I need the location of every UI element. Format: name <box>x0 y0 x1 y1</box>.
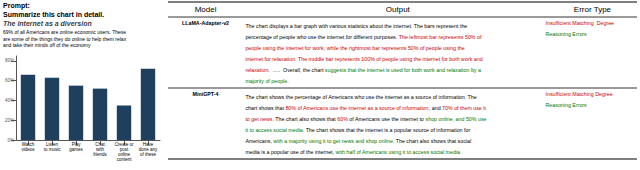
svg-text:Summarize this chart in detail: Summarize this chart in detail. <box>3 11 104 18</box>
svg-text:60%: 60% <box>337 116 348 122</box>
svg-text:The chart shows that the inter: The chart shows that the internet is a p… <box>304 127 470 133</box>
svg-text:of Americans use the internet: of Americans use the internet to <box>348 116 425 122</box>
svg-text:LLaMA-Adapter-v2: LLaMA-Adapter-v2 <box>182 20 229 26</box>
svg-text:Have: Have <box>142 142 154 147</box>
svg-text:The internet as a diversion: The internet as a diversion <box>3 20 92 27</box>
svg-text:with: with <box>96 147 104 152</box>
svg-text:The chart also shows that soci: The chart also shows that social <box>394 138 471 144</box>
svg-text:to get news.: to get news. <box>245 116 274 122</box>
svg-text:70% of them use it: 70% of them use it <box>442 105 486 111</box>
svg-text:and take their minds off of th: and take their minds off of the economy <box>3 42 91 48</box>
svg-text:Output: Output <box>386 5 411 14</box>
svg-text:to music: to music <box>44 147 62 152</box>
svg-text:shop online, and 50% use: shop online, and 50% use <box>426 116 487 122</box>
svg-text:are some of the things they do: are some of the things they do online to… <box>3 36 127 42</box>
svg-text:Create or: Create or <box>114 142 134 147</box>
svg-text:suggests that the internet is: suggests that the internet is used for b… <box>325 67 481 73</box>
svg-text:Watch: Watch <box>21 142 35 147</box>
svg-text:friends: friends <box>93 152 107 157</box>
svg-text:Reasoning Errors: Reasoning Errors <box>546 31 588 37</box>
svg-text:..... Overall, the chart: ..... Overall, the chart <box>270 67 325 73</box>
svg-text:done any: done any <box>138 147 158 152</box>
svg-text:it to access social media.: it to access social media. <box>245 127 304 133</box>
svg-text:majority of people.: majority of people. <box>245 78 288 84</box>
svg-text:people using the internet for: people using the internet for work, whil… <box>245 45 464 51</box>
svg-text:with half of Americans using i: with half of Americans using it to acces… <box>335 149 461 155</box>
svg-text:chart shows that: chart shows that <box>245 105 285 111</box>
svg-text:videos: videos <box>21 147 35 152</box>
svg-text:69% of all Americans are onlin: 69% of all Americans are online economic… <box>3 29 126 35</box>
svg-text:Prompt:: Prompt: <box>3 2 30 10</box>
svg-text:online: online <box>118 152 130 157</box>
svg-text:internet for relaxation. The m: internet for relaxation. The middle bar … <box>245 56 482 62</box>
svg-text:Listen: Listen <box>46 142 58 147</box>
svg-text:40%: 40% <box>5 98 14 103</box>
svg-text:0%: 0% <box>7 138 14 143</box>
svg-text:relaxation.: relaxation. <box>245 67 269 73</box>
svg-text:content: content <box>117 157 133 162</box>
svg-text:60%: 60% <box>5 78 14 83</box>
svg-text:percentage of people who use t: percentage of people who use the interne… <box>245 34 398 40</box>
svg-text:The leftmost bar represents 50: The leftmost bar represents 50% of <box>399 34 482 40</box>
svg-text:Chat: Chat <box>95 142 105 147</box>
svg-text:The chart shows the percentage: The chart shows the percentage of Americ… <box>245 94 476 100</box>
svg-text:with a majority using it to ge: with a majority using it to get news and… <box>273 138 394 144</box>
svg-text:80% of Americans use the inter: 80% of Americans use the internet as a s… <box>285 105 428 111</box>
svg-text:Insufficient Matching Degree: Insufficient Matching Degree <box>546 20 615 26</box>
svg-text:MiniGPT-4: MiniGPT-4 <box>193 91 219 97</box>
svg-text:The chart displays a bar graph: The chart displays a bar graph with vari… <box>245 23 467 29</box>
svg-text:80%: 80% <box>5 58 14 63</box>
svg-text:Play: Play <box>71 142 81 147</box>
svg-text:media is a popular use of the: media is a popular use of the internet, <box>245 149 335 155</box>
svg-text:Americans,: Americans, <box>245 138 273 144</box>
svg-text:post: post <box>119 147 129 152</box>
svg-text:Error Type: Error Type <box>574 5 612 14</box>
svg-text:of these: of these <box>140 152 157 157</box>
svg-text:Reasoning Errors: Reasoning Errors <box>546 102 588 108</box>
svg-text:, and: , and <box>429 105 442 111</box>
svg-text:The chart also shows that: The chart also shows that <box>274 116 337 122</box>
svg-text:games: games <box>69 147 83 152</box>
svg-text:20%: 20% <box>5 118 14 123</box>
svg-text:Model: Model <box>195 5 217 14</box>
svg-text:Insufficient Matching Degree: Insufficient Matching Degree <box>546 91 613 97</box>
